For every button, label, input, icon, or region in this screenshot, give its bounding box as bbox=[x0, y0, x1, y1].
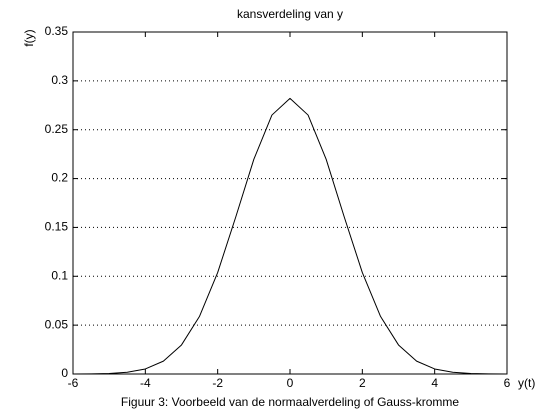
y-tick-label: 0.25 bbox=[45, 122, 69, 136]
x-axis-label: y(t) bbox=[518, 376, 535, 390]
x-tick-label: 2 bbox=[359, 376, 366, 390]
y-tick-label: 0.35 bbox=[45, 24, 69, 38]
caption: Figuur 3: Voorbeeld van de normaalverdel… bbox=[121, 395, 460, 409]
line bbox=[72, 97, 508, 375]
y-tick-label: 0.3 bbox=[51, 73, 68, 87]
y-tick-label: 0.2 bbox=[51, 171, 68, 185]
y-tick-label: 0.1 bbox=[51, 268, 68, 282]
y-tick-label: 0.05 bbox=[45, 317, 69, 331]
x-tick-label: -6 bbox=[68, 376, 79, 390]
x-tick-label: -4 bbox=[140, 376, 151, 390]
x-tick-label: 6 bbox=[504, 376, 511, 390]
plot-frame bbox=[72, 31, 508, 375]
x-tick-label: 4 bbox=[431, 376, 438, 390]
x-tick-label: 0 bbox=[287, 376, 294, 390]
x-tick-label: -2 bbox=[212, 376, 223, 390]
chart-title: kansverdeling van y bbox=[237, 7, 343, 21]
y-tick-label: 0.15 bbox=[45, 220, 69, 234]
y-axis-label: f(y) bbox=[22, 29, 36, 46]
y-tick-label: 0 bbox=[61, 366, 68, 380]
